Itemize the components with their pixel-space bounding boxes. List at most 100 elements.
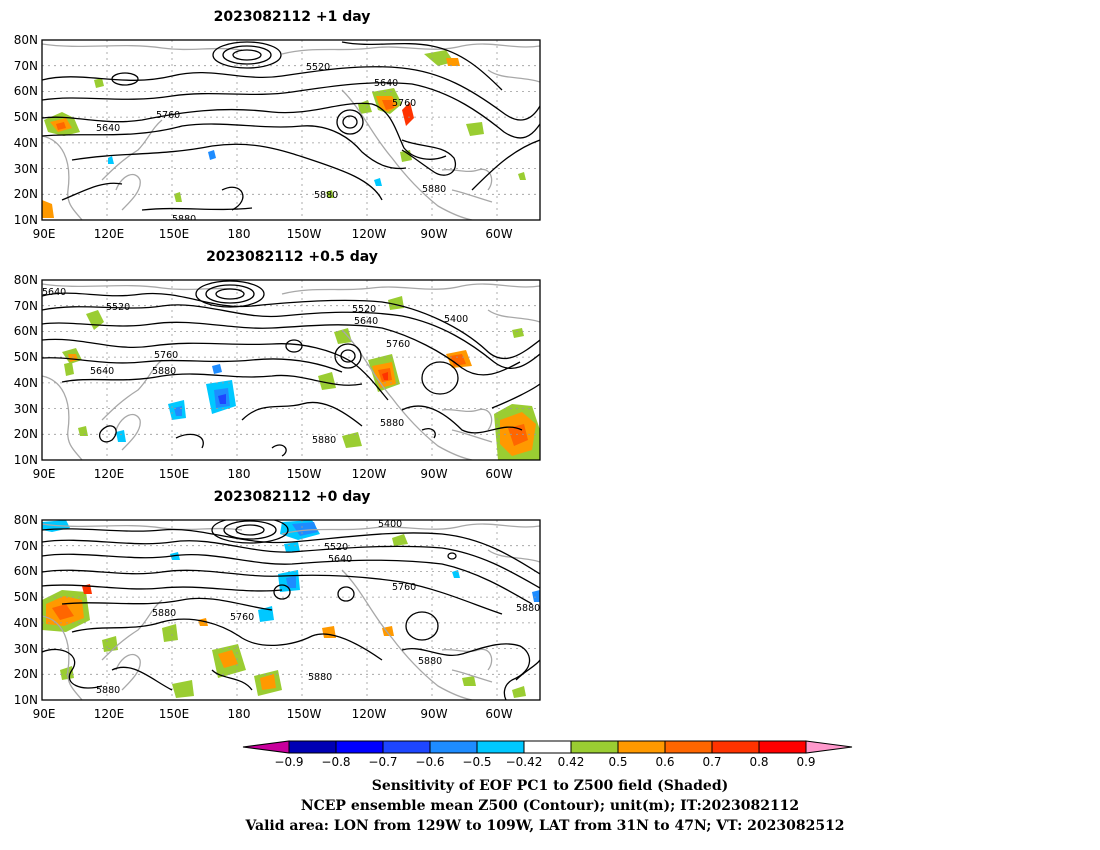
lon-label: 150E (159, 467, 190, 481)
gridlines (42, 40, 540, 220)
z500-contours (42, 520, 540, 700)
lat-label: 80N (14, 273, 38, 287)
shaded-sensitivity (42, 520, 540, 698)
lat-label: 50N (14, 350, 38, 364)
lat-label: 70N (14, 299, 38, 313)
coastlines (42, 523, 540, 700)
colorbar-swatch (570, 740, 619, 754)
lon-label: 90E (33, 707, 56, 721)
lon-label: 120E (94, 707, 125, 721)
contour-label: 5640 (96, 123, 120, 134)
lon-label: 150W (287, 467, 322, 481)
colorbar-swatch (476, 740, 525, 754)
lat-label: 60N (14, 84, 38, 98)
lon-label: 150E (159, 707, 190, 721)
lon-axis: 90E 120E 150E 180 150W 120W 90W 60W (33, 467, 513, 481)
panel-plus0-day: 2023082112 +0 day (14, 489, 541, 721)
lat-label: 10N (14, 693, 38, 707)
lat-label: 80N (14, 33, 38, 47)
colorbar-swatch (429, 740, 478, 754)
lon-label: 60W (485, 227, 512, 241)
lon-label: 150W (287, 227, 322, 241)
lat-label: 80N (14, 513, 38, 527)
colorbar-tick-label: 0.6 (655, 755, 674, 769)
contour-label: 5880 (380, 418, 404, 429)
contour-label: 5520 (106, 302, 130, 313)
colorbar-swatch (758, 740, 807, 754)
contour-label: 5640 (374, 78, 398, 89)
caption-line-2: NCEP ensemble mean Z500 (Contour); unit(… (301, 798, 799, 814)
contour-label: 5760 (154, 350, 178, 361)
lon-label: 120W (352, 467, 387, 481)
lat-label: 40N (14, 136, 38, 150)
contour-label: 5880 (516, 603, 540, 614)
colorbar-tick-label: −0.7 (368, 755, 397, 769)
map-area: 5640 5520 5520 5640 5400 5760 5760 5640 … (41, 279, 541, 461)
map-area: 5520 5640 5760 5640 5760 5880 5880 5880 (41, 39, 541, 221)
caption-line-3: Valid area: LON from 129W to 109W, LAT f… (244, 818, 844, 834)
colorbar-tick-label: −0.5 (462, 755, 491, 769)
contour-label: 5880 (314, 190, 338, 201)
contour-label: 5640 (42, 287, 66, 298)
lon-label: 90W (420, 227, 447, 241)
contour-label: 5760 (386, 339, 410, 350)
lat-axis: 80N 70N 60N 50N 40N 30N 20N 10N (14, 273, 38, 467)
map-frame (41, 279, 541, 461)
contour-label: 5880 (152, 608, 176, 619)
contour-label: 5520 (306, 62, 330, 73)
colorbar-tick-label: 0.42 (558, 755, 585, 769)
lon-label: 150E (159, 227, 190, 241)
lat-axis: 80N 70N 60N 50N 40N 30N 20N 10N (14, 513, 38, 707)
lat-label: 60N (14, 564, 38, 578)
contour-label: 5640 (90, 366, 114, 377)
lon-label: 60W (485, 467, 512, 481)
lat-label: 40N (14, 616, 38, 630)
lon-label: 180 (228, 707, 251, 721)
figure-caption: Sensitivity of EOF PC1 to Z500 field (Sh… (244, 778, 844, 834)
contour-label: 5400 (444, 314, 468, 325)
colorbar-swatch (335, 740, 384, 754)
map-frame (41, 39, 541, 221)
colorbar: −0.9 −0.8 −0.7 −0.6 −0.5 −0.42 0.42 0.5 0.6 0.7 0.… (242, 740, 853, 769)
contour-labels: 5400 5520 5640 5760 5880 5880 5760 5880 … (96, 520, 540, 696)
lat-label: 60N (14, 324, 38, 338)
contour-label: 5880 (418, 656, 442, 667)
lat-label: 30N (14, 642, 38, 656)
colorbar-swatch (711, 740, 760, 754)
contour-label: 5880 (422, 184, 446, 195)
shaded-sensitivity (62, 296, 540, 460)
lon-axis: 90E 120E 150E 180 150W 120W 90W 60W (33, 227, 513, 241)
lat-label: 30N (14, 162, 38, 176)
coastlines (42, 43, 540, 220)
colorbar-swatch (805, 740, 853, 754)
lat-label: 50N (14, 110, 38, 124)
colorbar-tick-label: 0.8 (749, 755, 768, 769)
lon-label: 90W (420, 707, 447, 721)
lon-label: 180 (228, 227, 251, 241)
colorbar-tick-label: −0.42 (506, 755, 543, 769)
colorbar-tick-label: 0.5 (608, 755, 627, 769)
contour-label: 5640 (328, 554, 352, 565)
panel-title: 2023082112 +0.5 day (206, 249, 378, 265)
lat-label: 30N (14, 402, 38, 416)
lon-label: 90W (420, 467, 447, 481)
contour-label: 5760 (230, 612, 254, 623)
colorbar-tick-label: 0.9 (796, 755, 815, 769)
panel-title: 2023082112 +0 day (214, 489, 371, 505)
lat-axis: 80N 70N 60N 50N 40N 30N 20N 10N (14, 33, 38, 227)
colorbar-swatch (664, 740, 713, 754)
colorbar-swatch (523, 740, 572, 754)
lat-label: 20N (14, 427, 38, 441)
contour-label: 5520 (352, 304, 376, 315)
contour-label: 5760 (156, 110, 180, 121)
lon-label: 120E (94, 227, 125, 241)
lon-label: 150W (287, 707, 322, 721)
colorbar-tick-label: −0.6 (415, 755, 444, 769)
lat-label: 40N (14, 376, 38, 390)
lat-label: 10N (14, 213, 38, 227)
lon-label: 60W (485, 707, 512, 721)
lat-label: 20N (14, 667, 38, 681)
lat-label: 20N (14, 187, 38, 201)
caption-line-1: Sensitivity of EOF PC1 to Z500 field (Sh… (372, 778, 728, 794)
lon-label: 120E (94, 467, 125, 481)
